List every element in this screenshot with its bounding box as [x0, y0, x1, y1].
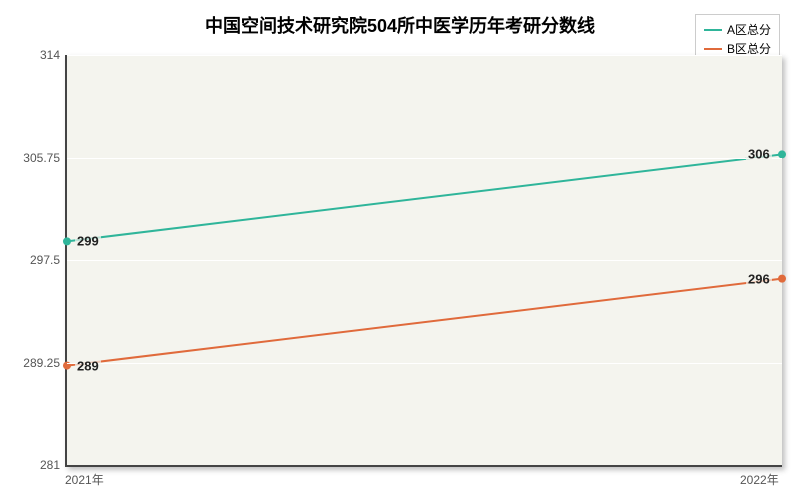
y-tick-label: 281	[10, 458, 60, 472]
data-label: 289	[75, 358, 101, 373]
x-tick-label: 2022年	[740, 471, 779, 488]
legend-label-a: A区总分	[727, 21, 771, 38]
plot-area	[65, 55, 782, 467]
x-tick-label: 2021年	[65, 471, 104, 488]
legend-item-a: A区总分	[704, 21, 771, 38]
chart-container: 中国空间技术研究院504所中医学历年考研分数线 A区总分 B区总分 281289…	[0, 0, 800, 500]
legend-swatch-a	[704, 29, 722, 31]
data-point	[778, 275, 786, 283]
chart-title: 中国空间技术研究院504所中医学历年考研分数线	[0, 12, 800, 38]
series-line	[67, 154, 782, 241]
data-label: 299	[75, 234, 101, 249]
series-line	[67, 279, 782, 366]
y-tick-label: 289.25	[10, 356, 60, 370]
y-tick-label: 305.75	[10, 151, 60, 165]
y-tick-label: 297.5	[10, 253, 60, 267]
data-label: 296	[746, 271, 772, 286]
grid-line	[67, 158, 782, 159]
grid-line	[67, 363, 782, 364]
grid-line	[67, 260, 782, 261]
y-tick-label: 314	[10, 48, 60, 62]
grid-line	[67, 55, 782, 56]
data-label: 306	[746, 147, 772, 162]
legend-swatch-b	[704, 48, 722, 50]
data-point	[63, 237, 71, 245]
